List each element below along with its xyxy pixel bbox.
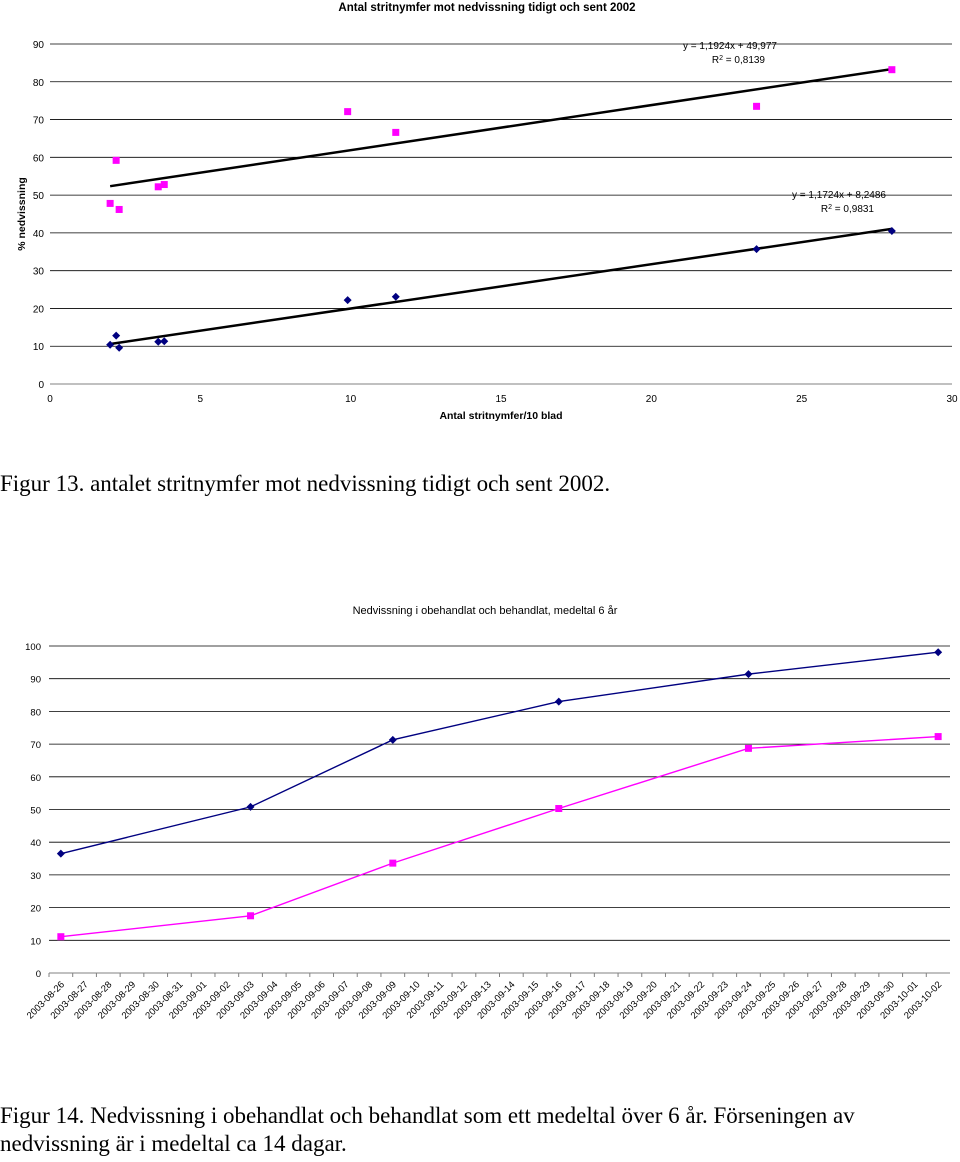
data-point-series-1 [112,156,120,164]
data-point-series-1 [388,735,397,744]
y-tick-label: 100 [25,642,41,653]
chart-title: Nedvissning i obehandlat och behandlat, … [353,605,618,617]
figure-13-caption: Figur 13. antalet stritnymfer mot nedvis… [0,471,611,496]
trendline-r2-1: R2 = 0,8139 [712,55,766,67]
y-tick-label: 40 [30,838,41,849]
y-tick-label: 0 [38,380,44,391]
data-point-series-1 [392,128,400,136]
y-tick-label: 10 [30,936,41,947]
data-point-series-2 [57,933,65,941]
data-point-series-1 [554,697,563,706]
y-tick-label: 90 [30,675,41,686]
y-tick-label: 10 [33,342,45,353]
data-point-series-1 [344,108,352,116]
data-point-series-1 [246,802,255,811]
data-point-series-2 [160,337,169,346]
y-tick-label: 90 [33,40,45,51]
x-axis-label: Antal stritnymfer/10 blad [439,410,562,422]
y-tick-label: 60 [33,153,45,164]
y-tick-label: 70 [30,740,41,751]
data-point-series-2 [744,744,752,752]
data-point-series-1 [106,199,114,207]
x-tick-label: 30 [946,394,958,405]
y-tick-label: 50 [33,191,45,202]
data-point-series-2 [934,733,942,741]
figure-14-caption-line-2: nedvissning är i medeltal ca 14 dagar. [0,1131,347,1156]
series-line-2 [60,735,939,938]
y-tick-label: 30 [30,871,41,882]
data-point-series-2 [555,805,563,813]
data-point-series-1 [934,648,943,657]
y-tick-label: 80 [30,707,41,718]
y-axis-label: % nedvissning [16,177,28,251]
data-point-series-2 [112,331,121,340]
data-point-series-1 [160,181,168,189]
chart-title: Antal stritnymfer mot nedvissning tidigt… [338,2,635,14]
y-tick-label: 50 [30,806,41,817]
figure-14-caption-line-1: Figur 14. Nedvissning i obehandlat och b… [0,1103,855,1128]
trendline-equation-1: y = 1,1924x + 49,977 [683,41,777,52]
y-tick-label: 0 [36,969,41,980]
y-tick-label: 20 [30,904,41,915]
data-point-series-1 [154,183,162,191]
x-tick-label: 5 [198,394,204,405]
y-tick-label: 40 [33,229,45,240]
data-point-series-2 [247,912,255,920]
line-chart: Nedvissning i obehandlat och behandlat, … [25,605,950,1021]
x-tick-label: 0 [47,394,53,405]
scatter-chart: Antal stritnymfer mot nedvissning tidigt… [16,2,958,422]
trendline-1 [109,67,893,188]
data-point-series-2 [154,337,163,346]
data-point-series-2 [343,296,352,305]
x-tick-label: 15 [495,394,507,405]
series-line-1 [60,651,939,855]
x-tick-label: 10 [345,394,357,405]
data-point-series-1 [888,66,896,74]
x-tick-label: 20 [646,394,658,405]
trendline-r2-2: R2 = 0,9831 [821,204,875,216]
data-point-series-2 [106,340,115,349]
data-point-series-2 [115,343,124,352]
data-point-series-2 [887,227,896,235]
data-point-series-2 [391,292,400,301]
data-point-series-1 [753,102,761,110]
data-point-series-1 [56,849,65,858]
y-tick-label: 70 [33,116,45,127]
data-point-series-2 [752,245,761,254]
x-tick-label: 25 [796,394,808,405]
y-tick-label: 20 [33,304,45,315]
data-point-series-1 [744,670,753,679]
data-point-series-1 [115,205,123,213]
y-tick-label: 30 [33,267,45,278]
y-tick-label: 60 [30,773,41,784]
trendline-2 [109,227,893,346]
trendline-equation-2: y = 1,1724x + 8,2486 [792,190,886,201]
y-tick-label: 80 [33,78,45,89]
data-point-series-2 [389,859,397,867]
